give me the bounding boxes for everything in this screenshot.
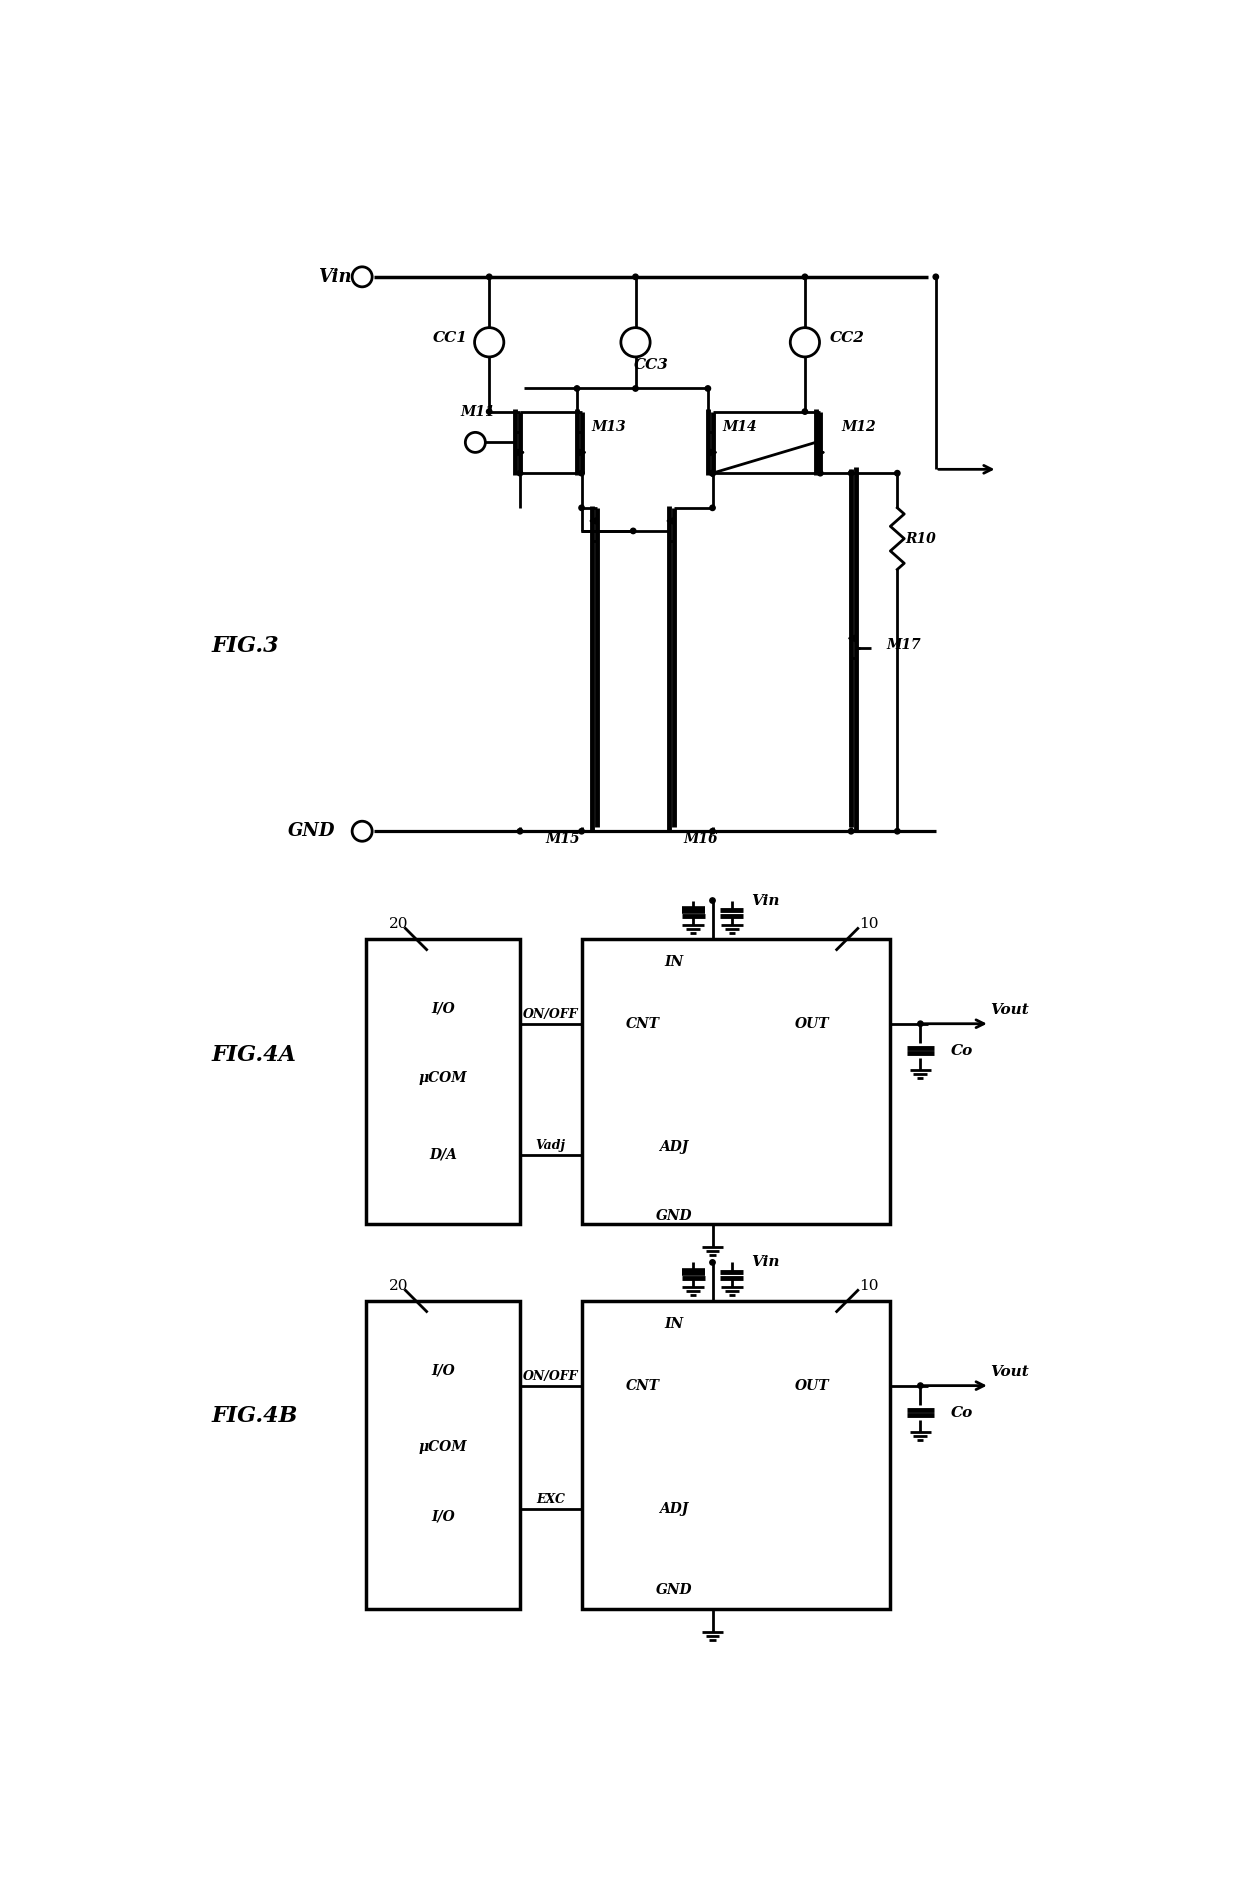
Text: CC1: CC1 <box>433 332 469 345</box>
Text: Vin: Vin <box>751 1256 780 1269</box>
Bar <box>582 938 889 1224</box>
Text: FIG.4B: FIG.4B <box>212 1406 299 1427</box>
Text: OUT: OUT <box>795 1378 830 1393</box>
Text: M16: M16 <box>683 832 718 847</box>
Circle shape <box>517 471 523 477</box>
Circle shape <box>894 471 900 477</box>
Text: μCOM: μCOM <box>419 1070 467 1085</box>
Circle shape <box>579 471 584 477</box>
Circle shape <box>709 471 715 477</box>
Circle shape <box>802 274 807 280</box>
Circle shape <box>918 1383 923 1389</box>
Circle shape <box>706 387 711 390</box>
Text: IN: IN <box>665 955 683 969</box>
Bar <box>366 1301 520 1609</box>
Text: FIG.4A: FIG.4A <box>212 1044 296 1066</box>
Text: Vadj: Vadj <box>536 1139 565 1152</box>
Bar <box>366 938 520 1224</box>
Circle shape <box>934 274 939 280</box>
Text: M13: M13 <box>591 420 626 434</box>
Circle shape <box>630 527 636 533</box>
Circle shape <box>709 471 715 477</box>
Circle shape <box>918 1021 923 1027</box>
Text: μCOM: μCOM <box>419 1440 467 1455</box>
Circle shape <box>709 1259 715 1265</box>
Text: 20: 20 <box>389 1278 409 1293</box>
Circle shape <box>465 432 485 452</box>
Circle shape <box>486 409 492 415</box>
Text: CNT: CNT <box>626 1378 660 1393</box>
Text: ON/OFF: ON/OFF <box>523 1008 579 1021</box>
Circle shape <box>475 328 503 357</box>
Text: EXC: EXC <box>536 1492 565 1505</box>
Text: GND: GND <box>289 822 336 841</box>
Circle shape <box>352 822 372 841</box>
Text: ADJ: ADJ <box>660 1502 688 1517</box>
Text: 10: 10 <box>859 1278 878 1293</box>
Text: I/O: I/O <box>432 1000 455 1015</box>
Circle shape <box>486 274 492 280</box>
Circle shape <box>574 387 579 390</box>
Text: I/O: I/O <box>432 1363 455 1378</box>
Circle shape <box>790 328 820 357</box>
Text: FIG.3: FIG.3 <box>212 636 280 657</box>
Text: D/A: D/A <box>429 1147 456 1162</box>
Circle shape <box>709 828 715 833</box>
Text: Vout: Vout <box>990 1365 1028 1380</box>
Circle shape <box>579 828 584 833</box>
Circle shape <box>709 471 715 477</box>
Text: Vin: Vin <box>751 893 780 908</box>
Text: IN: IN <box>665 1318 683 1331</box>
Circle shape <box>632 274 639 280</box>
Circle shape <box>848 828 854 833</box>
Text: 20: 20 <box>389 916 409 931</box>
Text: CC2: CC2 <box>830 332 864 345</box>
Text: ON/OFF: ON/OFF <box>523 1370 579 1383</box>
Circle shape <box>579 505 584 511</box>
Text: M17: M17 <box>887 638 921 651</box>
Circle shape <box>894 828 900 833</box>
Text: Co: Co <box>951 1044 973 1057</box>
Text: GND: GND <box>656 1582 692 1597</box>
Circle shape <box>352 267 372 287</box>
Bar <box>582 1301 889 1609</box>
Text: CNT: CNT <box>626 1017 660 1030</box>
Circle shape <box>802 409 807 415</box>
Circle shape <box>517 828 523 833</box>
Text: I/O: I/O <box>432 1509 455 1524</box>
Circle shape <box>709 471 715 477</box>
Text: Co: Co <box>951 1406 973 1419</box>
Circle shape <box>621 328 650 357</box>
Circle shape <box>709 897 715 903</box>
Text: M11: M11 <box>460 405 495 419</box>
Text: M14: M14 <box>722 420 756 434</box>
Text: R10: R10 <box>905 531 936 546</box>
Text: Vout: Vout <box>990 1002 1028 1017</box>
Text: 10: 10 <box>859 916 878 931</box>
Text: GND: GND <box>656 1209 692 1224</box>
Text: M12: M12 <box>842 420 877 434</box>
Text: M15: M15 <box>546 832 579 847</box>
Text: CC3: CC3 <box>634 359 668 372</box>
Circle shape <box>632 387 639 390</box>
Circle shape <box>817 471 823 477</box>
Circle shape <box>709 505 715 511</box>
Circle shape <box>848 471 854 477</box>
Text: Vin: Vin <box>319 268 352 285</box>
Text: ADJ: ADJ <box>660 1139 688 1154</box>
Text: OUT: OUT <box>795 1017 830 1030</box>
